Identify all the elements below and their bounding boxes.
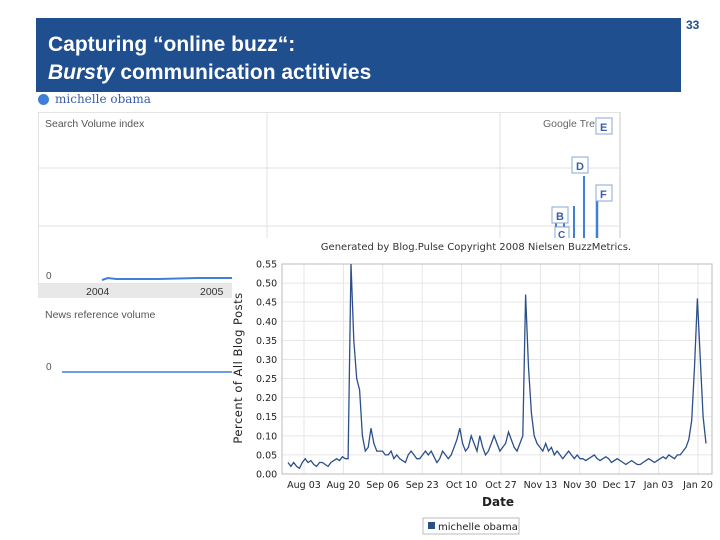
- gt-marker-b-label: B: [556, 211, 564, 223]
- google-trends-brand: Google Tre: [543, 118, 595, 130]
- news-reference-label: News reference volume: [45, 309, 155, 321]
- blogpulse-xtick-label: Aug 20: [327, 480, 361, 491]
- gt-marker-f[interactable]: [595, 184, 613, 202]
- blogpulse-xtick-label: Nov 13: [524, 480, 558, 491]
- gt-marker-c-label: C: [558, 230, 565, 241]
- google-trends-legend: michelle obama: [38, 92, 151, 106]
- blogpulse-ytick-label: 0.15: [256, 412, 277, 423]
- blogpulse-xtick-label: Nov 30: [563, 480, 597, 491]
- blogpulse-series-line: [287, 263, 707, 470]
- blogpulse-xticks: Aug 03 Aug 20 Sep 06 Sep 23 Oct 10 Oct 27 Nov …: [287, 480, 713, 491]
- blogpulse-ylabel: Percent of All Blog Posts: [232, 292, 245, 443]
- blogpulse-legend: michelle obama: [422, 517, 520, 535]
- google-trends-legend-label: michelle obama: [55, 92, 151, 106]
- gt-marker-f-label: F: [600, 189, 607, 201]
- blogpulse-xtick-label: Sep 23: [406, 480, 439, 491]
- slide-title: Capturing “online buzz“:: [48, 33, 296, 56]
- gt-marker-e[interactable]: [595, 117, 613, 135]
- search-volume-label: Search Volume index: [45, 118, 145, 130]
- gt-marker-d[interactable]: [571, 156, 589, 174]
- gt-ytick-label: 0: [46, 271, 52, 282]
- blogpulse-ytick-label: 0.55: [256, 260, 277, 271]
- blogpulse-background: [232, 238, 720, 540]
- blogpulse-ytick-label: 0.30: [256, 355, 277, 366]
- slide-subtitle-italic: Bursty: [48, 61, 115, 84]
- blogpulse-legend-box: [422, 517, 520, 535]
- blogpulse-ytick-label: 0.10: [256, 431, 277, 442]
- blogpulse-ytick-label: 0.40: [256, 317, 277, 328]
- blogpulse-ytick-label: 0.05: [256, 450, 277, 461]
- blogpulse-legend-swatch: [428, 522, 435, 529]
- blogpulse-svg: Generated by Blog.Pulse Copyright 2008 N…: [232, 238, 720, 540]
- blogpulse-legend-label: michelle obama: [438, 522, 518, 533]
- blogpulse-xtick-label: Jan 20: [682, 480, 713, 491]
- blogpulse-ytick-label: 0.50: [256, 279, 277, 290]
- gt-xtick-label: 2004: [86, 286, 110, 298]
- legend-dot-icon: [38, 93, 49, 105]
- gt-marker-b[interactable]: [551, 206, 569, 224]
- blogpulse-xtick-label: Jan 03: [643, 480, 674, 491]
- gt-marker-e-label: E: [600, 122, 607, 134]
- blogpulse-xtick-label: Aug 03: [287, 480, 321, 491]
- blogpulse-xtick-label: Dec 17: [602, 480, 636, 491]
- title-bar: Capturing “online buzz“: Bursty communic…: [36, 18, 681, 92]
- blogpulse-chart: Generated by Blog.Pulse Copyright 2008 N…: [232, 238, 720, 540]
- blogpulse-ytick-label: 0.00: [256, 470, 277, 481]
- page-number: 33: [686, 18, 700, 32]
- blogpulse-xtick-label: Oct 10: [446, 480, 478, 491]
- blogpulse-yticks: 0.00 0.05 0.10 0.15 0.20 0.25 0.30 0.35 0.40 0.45…: [256, 260, 277, 481]
- gt-news-ytick-label: 0: [46, 362, 52, 373]
- blogpulse-ytick-label: 0.35: [256, 336, 277, 347]
- blogpulse-xtick-label: Sep 06: [366, 480, 399, 491]
- slide-subtitle: Bursty communication actitivies: [48, 61, 371, 85]
- blogpulse-xlabel: Date: [482, 495, 514, 509]
- blogpulse-plot-frame: [281, 263, 713, 475]
- gt-xtick-label: 2005: [200, 286, 224, 298]
- blogpulse-title: Generated by Blog.Pulse Copyright 2008 N…: [321, 242, 631, 253]
- blogpulse-ytick-label: 0.25: [256, 374, 277, 385]
- blogpulse-ytick-label: 0.45: [256, 298, 277, 309]
- slide-subtitle-rest: communication actitivies: [114, 61, 372, 84]
- blogpulse-xtick-label: Oct 27: [485, 480, 517, 491]
- blogpulse-ytick-label: 0.20: [256, 393, 277, 404]
- gt-marker-d-label: D: [576, 161, 584, 173]
